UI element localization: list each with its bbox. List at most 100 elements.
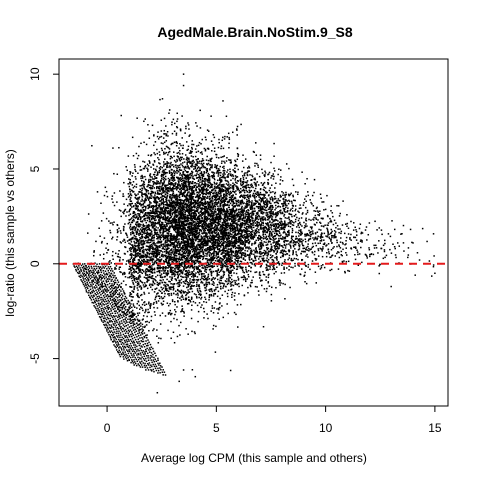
- data-point: [203, 301, 205, 303]
- data-point: [154, 255, 157, 257]
- data-point: [211, 246, 214, 248]
- data-point: [160, 224, 163, 226]
- data-point: [154, 219, 156, 222]
- data-point: [196, 162, 198, 164]
- data-point: [118, 146, 120, 149]
- data-point: [147, 308, 149, 311]
- data-point: [224, 202, 226, 205]
- data-point: [232, 198, 235, 201]
- data-point: [186, 254, 189, 257]
- data-point: [99, 286, 101, 289]
- data-point: [223, 229, 225, 231]
- data-point: [127, 222, 130, 225]
- data-point: [214, 205, 217, 208]
- data-point: [217, 229, 220, 231]
- data-point: [284, 236, 287, 238]
- data-point: [199, 255, 202, 258]
- data-point: [111, 238, 113, 240]
- data-point: [175, 239, 178, 242]
- data-point: [206, 180, 209, 182]
- data-point: [266, 224, 268, 226]
- data-point: [188, 271, 191, 273]
- data-point: [230, 192, 232, 194]
- data-point: [261, 197, 264, 199]
- data-point: [276, 266, 278, 269]
- data-point: [205, 197, 208, 199]
- data-point: [167, 184, 169, 186]
- data-point: [179, 185, 181, 187]
- data-point: [234, 222, 236, 225]
- data-point: [289, 244, 291, 247]
- data-point: [207, 207, 210, 209]
- data-point: [190, 265, 193, 267]
- data-point: [325, 245, 327, 247]
- data-point: [218, 196, 221, 199]
- data-point: [261, 199, 263, 201]
- data-point: [345, 240, 347, 242]
- data-point: [177, 275, 180, 278]
- data-point: [375, 247, 378, 249]
- data-point: [294, 199, 296, 202]
- data-point: [192, 285, 194, 287]
- data-point: [173, 179, 176, 181]
- data-point: [180, 278, 183, 281]
- data-point: [174, 208, 177, 210]
- data-point: [189, 259, 191, 262]
- data-point: [261, 198, 264, 200]
- data-point: [186, 261, 188, 263]
- data-point: [142, 315, 145, 317]
- data-point: [214, 301, 217, 303]
- data-point: [239, 208, 242, 210]
- data-point: [231, 257, 233, 259]
- data-point: [136, 249, 138, 252]
- data-point: [148, 218, 151, 221]
- data-point: [192, 212, 195, 215]
- data-point: [128, 214, 130, 217]
- data-point: [149, 269, 151, 272]
- data-point: [265, 259, 268, 262]
- data-point: [174, 267, 176, 270]
- data-point: [164, 168, 167, 171]
- data-point: [225, 212, 228, 215]
- data-point: [149, 174, 151, 177]
- data-point: [147, 245, 149, 248]
- data-point: [160, 198, 163, 200]
- data-point: [187, 333, 189, 335]
- data-point: [142, 183, 145, 185]
- data-point: [247, 186, 250, 189]
- data-point: [241, 195, 243, 197]
- data-point: [199, 185, 201, 188]
- data-point: [137, 218, 139, 220]
- data-point: [218, 247, 221, 250]
- data-point: [144, 225, 146, 227]
- data-point: [136, 282, 139, 285]
- data-point: [204, 270, 206, 272]
- data-point: [244, 194, 246, 197]
- data-point: [254, 233, 257, 235]
- data-point: [150, 223, 153, 226]
- data-point: [147, 311, 149, 314]
- data-point: [165, 187, 167, 189]
- data-point: [249, 186, 251, 189]
- data-point: [228, 275, 230, 277]
- data-point: [200, 186, 203, 189]
- data-point: [118, 260, 121, 262]
- data-point: [211, 183, 214, 186]
- data-point: [143, 185, 145, 187]
- data-point: [235, 217, 237, 219]
- data-point: [186, 286, 188, 289]
- data-point: [160, 250, 162, 252]
- data-point: [136, 231, 139, 234]
- data-point: [407, 247, 410, 249]
- data-point: [177, 180, 180, 182]
- data-point: [226, 239, 228, 242]
- data-point: [224, 162, 226, 164]
- data-point: [149, 239, 151, 241]
- data-point: [159, 231, 161, 233]
- data-point: [159, 276, 162, 279]
- data-point: [263, 206, 265, 208]
- data-point: [151, 271, 153, 274]
- data-point: [369, 255, 371, 258]
- data-point: [210, 221, 212, 224]
- data-point: [247, 204, 249, 207]
